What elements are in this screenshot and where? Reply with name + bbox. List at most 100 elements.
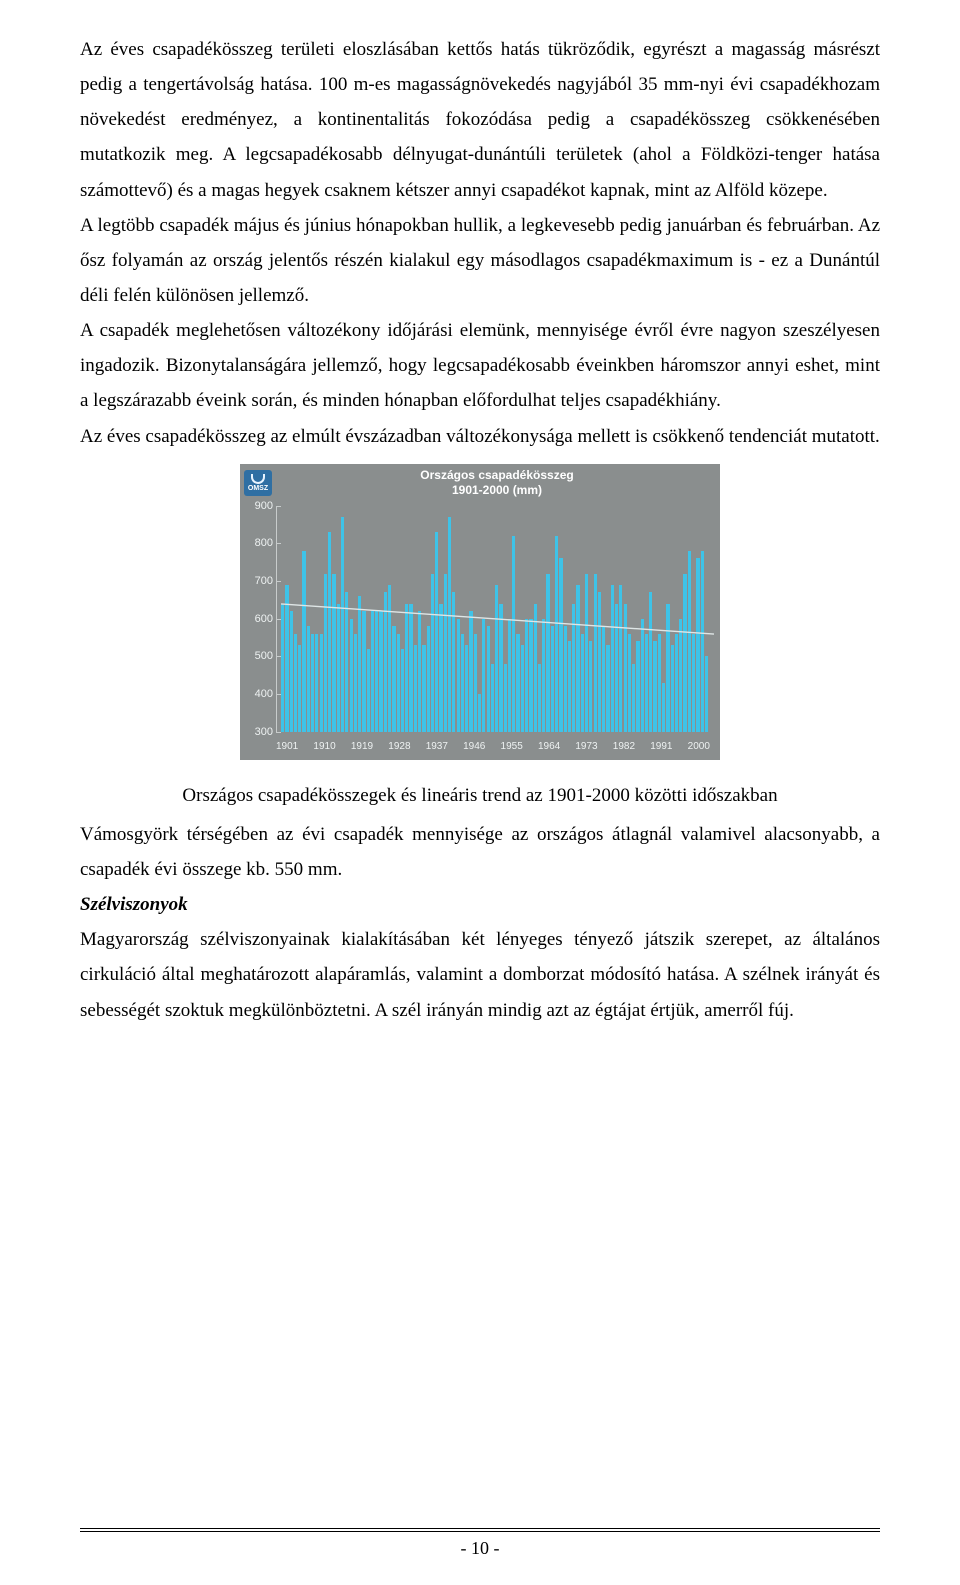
bar: [538, 664, 541, 732]
paragraph-1: Az éves csapadékösszeg területi eloszlás…: [80, 32, 880, 208]
document-page: Az éves csapadékösszeg területi eloszlás…: [0, 0, 960, 1585]
bar: [431, 574, 434, 732]
bar: [602, 626, 605, 731]
bar: [589, 641, 592, 731]
bar: [653, 641, 656, 731]
bar: [645, 634, 648, 732]
bar: [529, 619, 532, 732]
bar: [439, 604, 442, 732]
y-tick-label: 500: [243, 650, 273, 662]
bar: [632, 664, 635, 732]
bar: [683, 574, 686, 732]
bar: [662, 683, 665, 732]
bar: [414, 645, 417, 732]
bar: [422, 645, 425, 732]
bar: [641, 619, 644, 732]
chart-title: Országos csapadékösszeg 1901-2000 (mm): [280, 468, 714, 498]
bar: [409, 604, 412, 732]
bar: [512, 536, 515, 732]
bar: [350, 619, 353, 732]
bar: [675, 634, 678, 732]
bar: [362, 611, 365, 732]
bar: [371, 611, 374, 732]
bar: [499, 604, 502, 732]
bar: [345, 592, 348, 731]
bar: [636, 641, 639, 731]
bar: [624, 604, 627, 732]
bar: [628, 634, 631, 732]
bar: [521, 645, 524, 732]
bar: [658, 634, 661, 732]
bar: [525, 619, 528, 732]
y-tick-label: 800: [243, 537, 273, 549]
x-tick-label: 1964: [538, 741, 560, 752]
bar: [688, 551, 691, 732]
x-tick-label: 1901: [276, 741, 298, 752]
bar: [397, 634, 400, 732]
bar: [457, 619, 460, 732]
bar: [666, 604, 669, 732]
x-tick-label: 1982: [613, 741, 635, 752]
bar: [405, 604, 408, 732]
bar: [671, 645, 674, 732]
x-tick-label: 2000: [688, 741, 710, 752]
bar: [354, 634, 357, 732]
bar: [324, 574, 327, 732]
bar: [696, 558, 699, 731]
bar: [516, 634, 519, 732]
bar: [375, 611, 378, 732]
chart-title-line1: Országos csapadékösszeg: [280, 468, 714, 483]
paragraph-4: Az éves csapadékösszeg az elmúlt évszáza…: [80, 419, 880, 454]
x-tick-label: 1910: [313, 741, 335, 752]
paragraph-5: Vámosgyörk térségében az évi csapadék me…: [80, 817, 880, 887]
bar: [581, 634, 584, 732]
page-number: - 10 -: [0, 1538, 960, 1559]
bar: [598, 592, 601, 731]
omsz-logo-icon: OMSZ: [244, 470, 272, 496]
bar: [692, 634, 695, 732]
chart-x-axis: 1901191019191928193719461955196419731982…: [276, 741, 710, 752]
bar: [611, 585, 614, 732]
bar: [551, 626, 554, 731]
x-tick-label: 1946: [463, 741, 485, 752]
bar: [379, 611, 382, 732]
bar: [332, 574, 335, 732]
bar: [307, 626, 310, 731]
bar: [615, 604, 618, 732]
x-tick-label: 1973: [575, 741, 597, 752]
chart-header: OMSZ Országos csapadékösszeg 1901-2000 (…: [240, 464, 720, 500]
x-tick-label: 1955: [501, 741, 523, 752]
bar: [311, 634, 314, 732]
bar: [418, 611, 421, 732]
bar: [465, 645, 468, 732]
bar: [294, 634, 297, 732]
bar: [427, 626, 430, 731]
chart-plot-area: 300400500600700800900 190119101919192819…: [240, 500, 720, 760]
bar: [367, 649, 370, 732]
paragraph-6: Magyarország szélviszonyainak kialakítás…: [80, 922, 880, 1027]
y-tick-label: 600: [243, 613, 273, 625]
bar: [328, 532, 331, 732]
bar: [606, 645, 609, 732]
bar: [576, 585, 579, 732]
bar: [452, 592, 455, 731]
bar: [358, 596, 361, 732]
y-tick-label: 900: [243, 500, 273, 512]
body-text-block-2: Vámosgyörk térségében az évi csapadék me…: [80, 817, 880, 1028]
bar: [564, 626, 567, 731]
bar: [487, 626, 490, 731]
chart-caption: Országos csapadékösszegek és lineáris tr…: [80, 778, 880, 813]
bar: [474, 634, 477, 732]
bar: [568, 641, 571, 731]
bar: [281, 604, 284, 732]
bar: [290, 611, 293, 732]
bar: [491, 664, 494, 732]
bar: [585, 574, 588, 732]
bar: [619, 585, 622, 732]
x-tick-label: 1991: [650, 741, 672, 752]
body-text-block: Az éves csapadékösszeg területi eloszlás…: [80, 32, 880, 454]
chart-title-line2: 1901-2000 (mm): [280, 483, 714, 498]
bar: [478, 694, 481, 732]
bar: [705, 656, 708, 731]
bar: [546, 574, 549, 732]
